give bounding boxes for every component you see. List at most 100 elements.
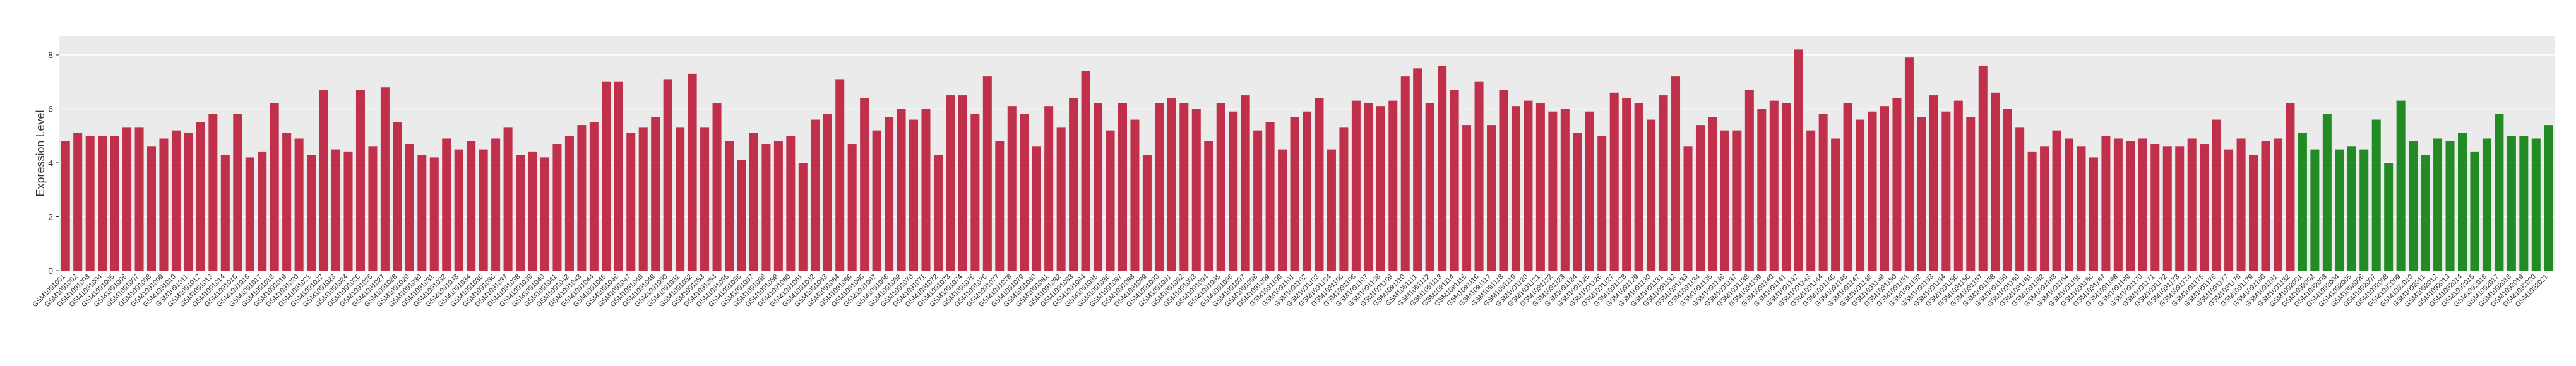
bar [2261,141,2270,271]
bar [491,138,501,271]
bar [245,157,254,271]
bar [368,146,378,271]
bar [1007,106,1017,271]
bar [208,114,218,271]
bar [1118,103,1127,271]
bar [2457,133,2467,271]
bar [1892,98,1902,271]
bar [516,155,525,271]
bar [2077,146,2086,271]
y-tick-label: 8 [48,50,53,60]
bar [2347,146,2356,271]
bar [1744,90,1754,271]
bar [73,133,83,271]
bar [1622,98,1631,271]
bar [393,122,402,271]
bar [1155,103,1164,271]
bar [811,119,820,271]
bar [835,79,845,271]
bar [1647,119,1656,271]
bar [503,127,513,271]
bar [1991,92,2000,271]
bar [933,155,943,271]
bar [1191,109,1201,271]
bar [1659,95,1668,271]
bar [2162,146,2172,271]
bar [614,81,623,271]
bar [454,149,463,271]
bar [2150,144,2160,271]
bar [159,138,169,271]
bar [1020,114,1029,271]
bar [2409,141,2418,271]
bar [2065,138,2074,271]
bar [2322,114,2332,271]
bar [1634,103,1643,271]
bar [2224,149,2234,271]
bar [1400,76,1410,271]
bar [749,133,758,271]
bar [847,144,857,271]
bar [1560,109,1570,271]
bar [1081,71,1090,271]
bar [1302,111,1312,271]
bar [700,127,710,271]
bar [442,138,451,271]
bar [1106,130,1115,271]
bar [1179,103,1189,271]
bar [1720,130,1729,271]
bar [2371,119,2381,271]
y-tick-label: 0 [48,266,53,276]
bar [1794,49,1803,271]
bar [1806,130,1816,271]
bar [1880,106,1890,271]
bar [1229,111,1238,271]
bar [712,103,722,271]
bar [282,133,292,271]
bar [1757,109,1767,271]
bar [2003,109,2012,271]
bar [61,141,70,271]
bar [540,157,549,271]
bar [405,144,414,271]
bar [798,162,808,271]
y-tick-label: 4 [48,158,53,168]
bar [1609,92,1619,271]
bar [1585,111,1594,271]
bar [564,136,574,271]
bar [946,95,955,271]
bar [2236,138,2246,271]
bar [602,81,611,271]
bar [2286,103,2295,271]
bar [196,122,205,271]
bar [589,122,599,271]
bar [982,76,992,271]
bar [1856,119,1865,271]
bar [823,114,832,271]
bar [1941,111,1951,271]
bar [577,125,587,271]
bar [1241,95,1250,271]
bar [1868,111,1877,271]
bar [1511,106,1520,271]
bar [663,79,672,271]
bar [2126,141,2135,271]
bar [1487,125,1496,271]
bar [638,127,648,271]
bar [2015,127,2025,271]
bar [885,117,894,271]
bar [786,136,796,271]
bar [1573,133,1582,271]
bar [134,127,144,271]
bar [958,95,967,271]
bar [995,141,1005,271]
bar [2138,138,2147,271]
bar [98,136,107,271]
bar [1265,122,1275,271]
bar [1708,117,1717,271]
bar [1130,119,1140,271]
bar [294,138,304,271]
bar [1818,114,1828,271]
bar [2298,133,2307,271]
bar [921,109,931,271]
